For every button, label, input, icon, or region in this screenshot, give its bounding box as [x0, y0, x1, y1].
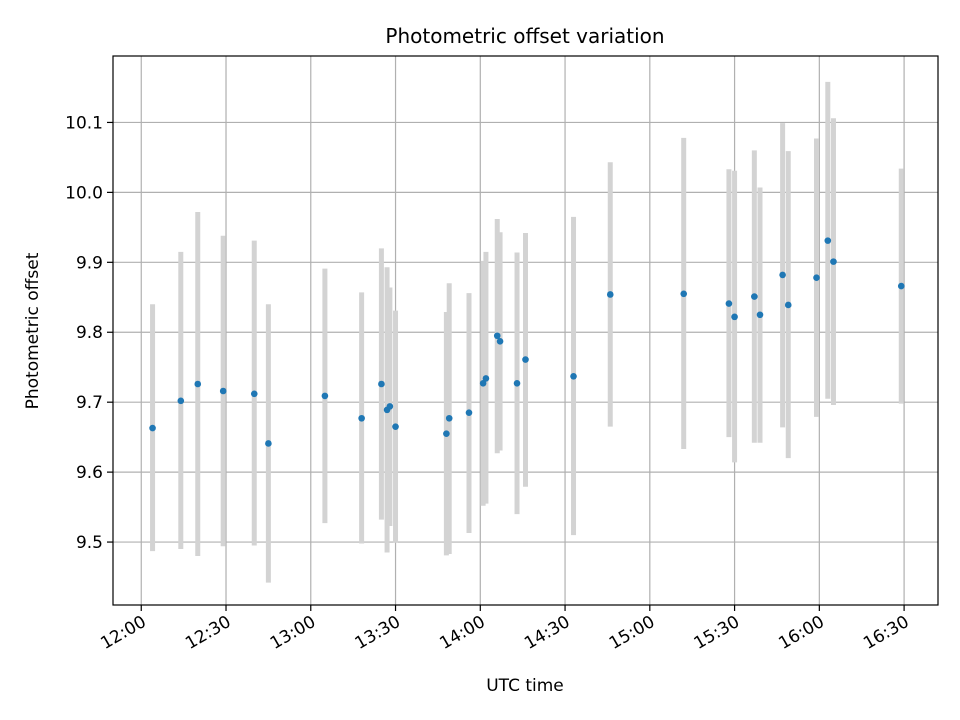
y-tick-label: 9.5 [76, 533, 103, 553]
data-point [779, 271, 786, 279]
data-point [756, 311, 764, 319]
data-point [522, 356, 529, 363]
data-point [149, 424, 156, 432]
data-point [731, 313, 738, 321]
data-point [784, 301, 792, 309]
data-points [149, 237, 905, 447]
x-axis-label: UTC time [486, 676, 564, 696]
y-tick-label: 9.9 [76, 253, 103, 273]
data-point [321, 392, 329, 400]
data-point [479, 380, 487, 387]
data-point [378, 380, 385, 388]
y-tick-label: 9.7 [76, 393, 103, 413]
data-point [443, 430, 450, 437]
y-tick-label: 10.0 [65, 183, 103, 203]
data-point [824, 237, 832, 244]
y-axis: 9.5 9.6 9.7 9.8 9.9 10.0 10.1 [65, 113, 113, 553]
y-axis-label: Photometric offset [23, 252, 43, 409]
data-point [830, 258, 837, 265]
data-point [177, 397, 185, 405]
chart-title: Photometric offset variation [385, 24, 664, 48]
data-point [813, 274, 820, 281]
data-point [219, 387, 227, 395]
data-point [392, 423, 399, 430]
data-point [465, 409, 473, 416]
data-point [250, 390, 258, 398]
data-point [680, 290, 688, 298]
data-point [493, 332, 501, 340]
data-point [482, 375, 490, 382]
y-tick-label: 9.8 [76, 323, 103, 343]
data-point [358, 414, 365, 422]
data-point [265, 440, 272, 447]
plot-frame [112, 55, 939, 606]
data-point [606, 291, 614, 298]
data-point [386, 403, 394, 410]
data-point [725, 300, 733, 307]
y-tick-label: 10.1 [65, 113, 103, 133]
data-point [513, 380, 521, 387]
data-point [897, 282, 905, 290]
data-point [194, 380, 202, 388]
data-point [570, 373, 577, 380]
data-point [751, 293, 758, 300]
data-point [496, 338, 504, 345]
y-tick-label: 9.6 [76, 463, 103, 483]
data-point [445, 414, 453, 422]
